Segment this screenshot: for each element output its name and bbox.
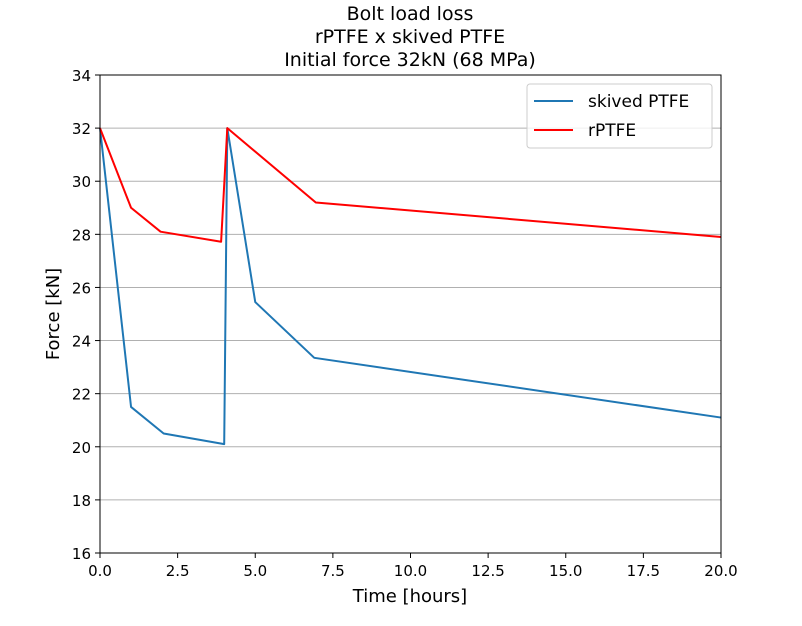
x-tick-label: 5.0 — [243, 562, 267, 580]
chart-title-line-3: Initial force 32kN (68 MPa) — [284, 49, 536, 71]
x-tick-label: 10.0 — [394, 562, 427, 580]
y-tick-label: 30 — [72, 173, 91, 191]
series-line-skived-ptfe — [99, 127, 722, 446]
y-tick-label: 22 — [72, 386, 91, 404]
y-tick-label: 28 — [72, 226, 91, 244]
y-tick-label: 16 — [72, 545, 91, 563]
x-tick-label: 12.5 — [471, 562, 504, 580]
legend-label: skived PTFE — [588, 92, 689, 112]
x-tick-label: 0.0 — [88, 562, 112, 580]
x-axis: 0.0 2.5 5.0 7.5 10.0 12.5 15.0 17.5 20.0 — [88, 553, 738, 580]
chart-title-line-1: Bolt load loss — [347, 3, 474, 25]
y-tick-label: 20 — [72, 439, 91, 457]
y-tick-label: 24 — [72, 333, 91, 351]
y-tick-label: 32 — [72, 120, 91, 138]
y-axis: 16 18 20 22 24 26 28 30 32 34 — [72, 67, 100, 563]
legend-box — [526, 83, 713, 149]
x-tick-label: 2.5 — [166, 562, 190, 580]
x-tick-label: 20.0 — [704, 562, 737, 580]
legend: skived PTFE rPTFE — [526, 83, 713, 149]
x-tick-label: 17.5 — [627, 562, 660, 580]
legend-label: rPTFE — [588, 121, 636, 141]
series-line-rptfe — [99, 127, 722, 243]
x-tick-label: 7.5 — [321, 562, 345, 580]
x-axis-label: Time [hours] — [352, 586, 467, 607]
y-tick-label: 26 — [72, 279, 91, 297]
y-tick-label: 34 — [72, 67, 91, 85]
y-axis-label: Force [kN] — [43, 268, 64, 360]
y-tick-label: 18 — [72, 492, 91, 510]
chart-title-line-2: rPTFE x skived PTFE — [315, 26, 505, 48]
series-group — [99, 127, 722, 446]
x-tick-label: 15.0 — [549, 562, 582, 580]
